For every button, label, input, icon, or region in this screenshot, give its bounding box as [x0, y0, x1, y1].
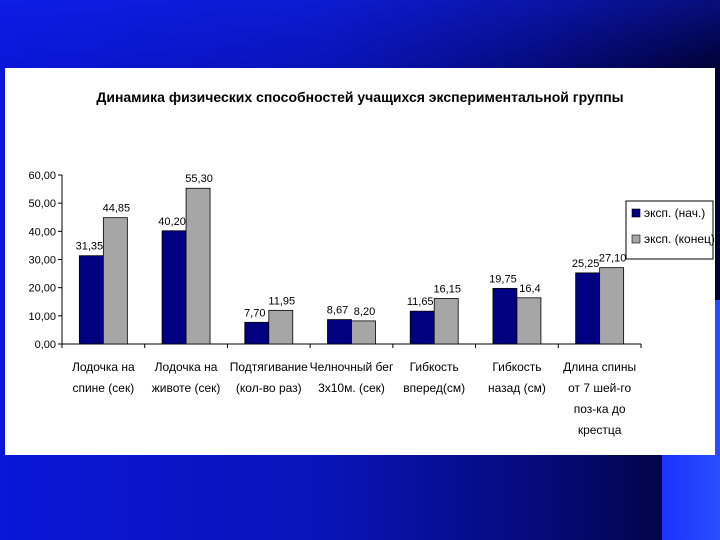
x-tick-label: Челночный бег: [310, 360, 394, 374]
chart-title: Динамика физических способностей учащихс…: [96, 89, 623, 105]
x-tick-label: Подтягивание: [230, 360, 308, 374]
bar: [492, 287, 518, 345]
y-tick-label: 30,00: [28, 255, 56, 267]
y-tick-label: 0,00: [35, 339, 56, 351]
y-tick-label: 40,00: [28, 226, 56, 238]
data-label: 31,35: [76, 241, 104, 253]
bar: [575, 272, 601, 345]
bar: [185, 187, 211, 345]
legend-label: эксп. (нач.): [644, 206, 705, 220]
x-tick-label: 3х10м. (сек): [318, 381, 385, 395]
chart-panel: Динамика физических способностей учащихс…: [5, 68, 715, 455]
data-label: 16,15: [433, 284, 461, 296]
bar: [433, 298, 459, 345]
bar: [351, 320, 376, 345]
data-label: 55,30: [185, 173, 213, 185]
slide-background-gradient: [0, 0, 720, 70]
y-tick-label: 20,00: [28, 283, 56, 295]
x-tick-label: (кол-во раз): [236, 381, 302, 395]
data-label: 7,70: [244, 307, 265, 319]
data-label: 8,67: [327, 305, 348, 317]
y-tick-label: 60,00: [28, 170, 56, 182]
bar: [409, 310, 435, 345]
x-tick-label: спине (сек): [72, 381, 134, 395]
bar: [327, 319, 352, 345]
x-tick-label: назад (см): [488, 381, 546, 395]
bar: [244, 321, 270, 345]
data-label: 11,65: [407, 296, 434, 308]
x-tick-label: крестца: [578, 423, 622, 437]
data-label: 8,20: [354, 306, 375, 318]
data-label: 40,20: [158, 216, 186, 228]
legend-label: эксп. (конец): [644, 232, 715, 246]
x-tick-label: от 7 шей-го: [568, 381, 631, 395]
data-label: 11,95: [268, 295, 295, 307]
x-tick-label: вперед(см): [403, 381, 465, 395]
legend-box: [625, 200, 714, 260]
x-tick-label: поз-ка до: [574, 402, 626, 416]
x-tick-label: Лодочка на: [155, 360, 218, 374]
y-tick-label: 50,00: [28, 198, 56, 210]
bar: [268, 309, 294, 345]
bar: [78, 255, 104, 345]
x-tick-label: Гибкость: [492, 360, 541, 374]
data-label: 44,85: [103, 203, 131, 215]
bar: [161, 230, 187, 345]
data-label: 25,25: [572, 258, 600, 270]
bar: [516, 297, 542, 345]
x-tick-label: Гибкость: [410, 360, 459, 374]
legend-swatch: [631, 208, 641, 218]
data-label: 19,75: [489, 273, 517, 285]
x-tick-label: Длина спины: [563, 360, 636, 374]
bar-chart: Динамика физических способностей учащихс…: [28, 89, 715, 437]
data-label: 27,10: [599, 253, 627, 265]
bar: [102, 217, 128, 345]
x-tick-label: животе (сек): [152, 381, 221, 395]
bar: [599, 267, 625, 345]
x-tick-label: Лодочка на: [72, 360, 135, 374]
y-tick-label: 10,00: [28, 311, 56, 323]
legend-swatch: [631, 234, 641, 244]
data-label: 16,4: [519, 283, 540, 295]
